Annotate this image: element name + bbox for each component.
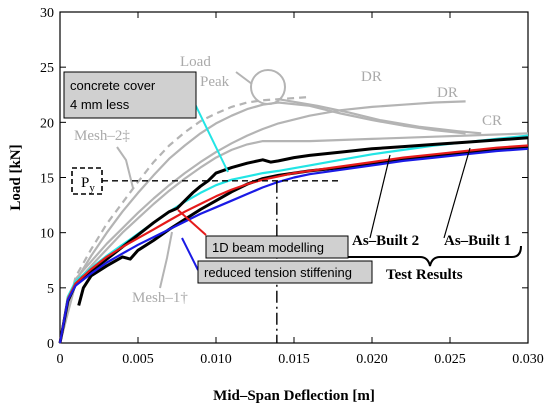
test-results-label: Test Results	[386, 267, 463, 283]
load-peak-circle	[250, 69, 286, 105]
concrete-cover-box	[63, 71, 197, 119]
y-tick-label: 30	[40, 6, 54, 21]
concrete-cover-label-line1: concrete cover	[70, 78, 156, 93]
as-built-1-label: As–Built 1	[444, 233, 511, 249]
cr-label: CR	[482, 113, 502, 129]
tension-stiffening-pointer	[181, 237, 199, 271]
x-axis-title: Mid–Span Deflection [m]	[213, 388, 375, 404]
x-tick-label: 0.005	[122, 352, 154, 367]
py-label: Py	[81, 175, 95, 194]
load-peak-label-line2: Peak	[200, 74, 230, 90]
concrete-cover-label-line2: 4 mm less	[70, 97, 130, 112]
series-line-mesh-1-cr	[58, 132, 529, 344]
load-peak-label-line1: Load	[180, 54, 211, 70]
beam-modelling-label: 1D beam modelling	[212, 240, 324, 255]
series-line-mesh-2-cr	[58, 101, 466, 344]
x-tick-label: 0	[57, 352, 64, 367]
x-tick-label: 0.010	[200, 352, 232, 367]
concrete-cover-pointer	[194, 103, 229, 173]
series-line-mesh-2-dr	[58, 95, 310, 344]
load-peak-pointer	[235, 71, 253, 85]
y-tick-label: 20	[40, 116, 54, 131]
axes-group: 0 0.005 0.010 0.015 0.020 0.025 0.030 0 5 10 15 20 2…	[8, 6, 544, 404]
y-axis-title: Load [kN]	[8, 144, 24, 210]
mesh1-arrow	[159, 231, 173, 289]
tension-stiffening-label: reduced tension stiffening	[204, 265, 352, 280]
series-line-test-as-built-2	[58, 136, 529, 344]
mesh1-label: Mesh–1†	[132, 290, 188, 306]
dr-label-2: DR	[437, 85, 458, 101]
y-tick-label: 0	[47, 337, 54, 352]
x-tick-label: 0.030	[512, 352, 544, 367]
as-built-2-pointer	[369, 154, 391, 239]
series-line-1d-beam-modelling	[58, 144, 529, 344]
series-group	[58, 95, 529, 344]
tension-stiffening-box	[197, 260, 373, 284]
y-tick-label: 5	[47, 282, 54, 297]
beam-modelling-box	[205, 235, 349, 259]
x-tick-label: 0.015	[278, 352, 310, 367]
series-line-mesh-1-dr	[58, 100, 466, 344]
series-line-load-peak-trace	[278, 98, 482, 135]
beam-modelling-pointer	[177, 209, 207, 236]
dr-label-1: DR	[361, 69, 382, 85]
x-tick-label: 0.025	[434, 352, 466, 367]
mesh2-arrow	[116, 146, 134, 189]
y-tick-label: 25	[40, 61, 54, 76]
annotations-group: Load Peak DR DR CR Mesh–2‡ Mesh–1† Py As…	[63, 54, 522, 343]
series-line-reduced-tension-stiffening	[58, 147, 529, 344]
x-tick-label: 0.020	[356, 352, 388, 367]
as-built-1-pointer	[443, 147, 471, 239]
mesh2-label: Mesh–2‡	[74, 128, 130, 144]
y-tick-label: 10	[40, 227, 54, 242]
as-built-2-label: As–Built 2	[352, 233, 419, 249]
y-tick-label: 15	[40, 172, 54, 187]
